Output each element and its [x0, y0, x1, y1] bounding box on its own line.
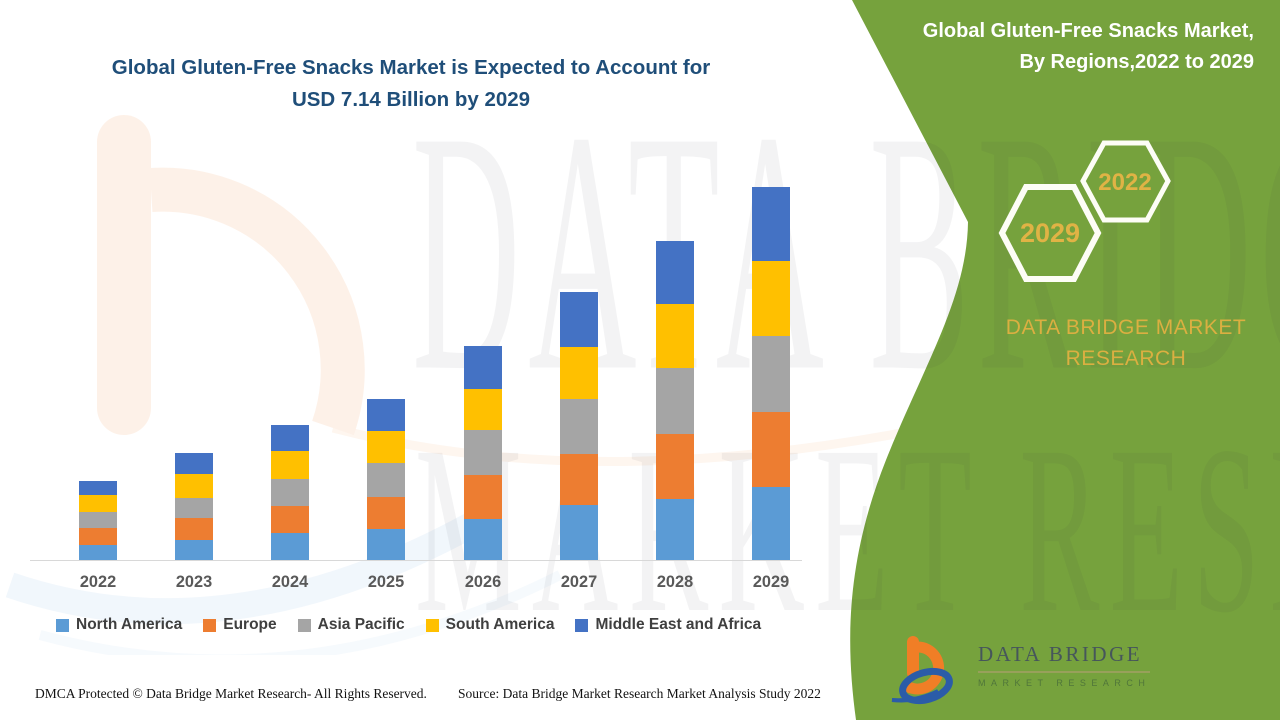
bar-segment-asia-pacific [367, 463, 405, 497]
legend-item-north-america: North America [56, 616, 182, 634]
bar-segment-north-america [752, 487, 790, 560]
x-axis-line [30, 560, 802, 561]
legend-label: Europe [223, 616, 277, 633]
stacked-bar-2027 [560, 292, 598, 560]
bar-segment-europe [752, 412, 790, 487]
bar-segment-north-america [367, 529, 405, 560]
brand-subtitle: MARKET RESEARCH [978, 678, 1151, 688]
bar-segment-middle-east-and-africa [752, 187, 790, 261]
bar-segment-middle-east-and-africa [175, 453, 213, 474]
x-tick-2023: 2023 [175, 572, 213, 591]
stacked-bar-2026 [464, 346, 502, 560]
bar-segment-middle-east-and-africa [656, 241, 694, 304]
legend-label: Middle East and Africa [595, 616, 762, 633]
brand-logo: DATA BRIDGE MARKET RESEARCH [890, 634, 1151, 706]
x-tick-2025: 2025 [367, 572, 405, 591]
plot-area [55, 180, 800, 560]
brand-text-block: DATA BRIDGE MARKET RESEARCH [978, 642, 1151, 688]
x-tick-2028: 2028 [656, 572, 694, 591]
legend-label: South America [445, 616, 555, 633]
bar-segment-south-america [464, 389, 502, 430]
x-tick-2022: 2022 [79, 572, 117, 591]
stacked-bar-2024 [271, 425, 309, 560]
bar-segment-south-america [271, 451, 309, 479]
bar-segment-south-america [752, 261, 790, 336]
bar-segment-asia-pacific [271, 479, 309, 506]
bar-segment-asia-pacific [656, 368, 694, 434]
page-title-line1: Global Gluten-Free Snacks Market is Expe… [111, 56, 711, 79]
bar-segment-europe [560, 454, 598, 505]
bar-segment-europe [175, 518, 213, 540]
bar-segment-middle-east-and-africa [560, 292, 598, 347]
legend-swatch [203, 618, 217, 632]
bar-segment-north-america [175, 540, 213, 560]
bar-segment-asia-pacific [464, 430, 502, 475]
source-note: Source: Data Bridge Market Research Mark… [458, 686, 821, 701]
page-title-line2: USD 7.14 Billion by 2029 [291, 88, 531, 111]
x-tick-2027: 2027 [560, 572, 598, 591]
bar-segment-asia-pacific [752, 336, 790, 412]
legend-label: North America [76, 616, 183, 633]
legend-swatch [56, 618, 69, 632]
legend-item-europe: Europe [203, 616, 277, 634]
bar-segment-middle-east-and-africa [367, 399, 405, 431]
legend-item-south-america: South America [425, 616, 555, 634]
bar-segment-asia-pacific [175, 498, 213, 518]
bar-segment-middle-east-and-africa [79, 481, 117, 495]
stacked-bar-2029 [752, 187, 790, 560]
bar-segment-europe [464, 475, 502, 519]
x-tick-2024: 2024 [271, 572, 309, 591]
stacked-bar-2025 [367, 399, 405, 560]
bar-segment-europe [656, 434, 694, 499]
bar-segment-south-america [79, 495, 117, 512]
legend-item-middle-east-and-africa: Middle East and Africa [575, 616, 761, 634]
bar-segment-asia-pacific [560, 399, 598, 454]
bar-segment-north-america [271, 533, 309, 560]
bar-segment-south-america [560, 347, 598, 399]
bar-segment-north-america [79, 545, 117, 560]
x-tick-2026: 2026 [464, 572, 502, 591]
stacked-bar-2023 [175, 453, 213, 560]
x-tick-2029: 2029 [752, 572, 790, 591]
legend: North America Europe Asia Pacific South Ame… [56, 616, 761, 634]
stacked-bar-2028 [656, 241, 694, 560]
x-axis-tick-labels: 2022 2023 2024 2025 2026 2027 2028 2029 [0, 572, 820, 596]
bar-segment-south-america [656, 304, 694, 368]
bar-segment-middle-east-and-africa [464, 346, 502, 389]
bar-segment-asia-pacific [79, 512, 117, 528]
legend-label: Asia Pacific [317, 616, 405, 633]
dmca-notice: DMCA Protected © Data Bridge Market Rese… [35, 686, 427, 701]
bar-segment-north-america [560, 505, 598, 560]
data-bridge-logo-icon [891, 636, 953, 705]
bar-segment-south-america [367, 431, 405, 463]
bar-segment-north-america [464, 519, 502, 560]
bar-segment-south-america [175, 474, 213, 498]
legend-item-asia-pacific: Asia Pacific [297, 616, 405, 634]
legend-swatch [425, 618, 439, 632]
bar-segment-europe [79, 528, 117, 545]
brand-name: DATA BRIDGE [978, 642, 1151, 673]
page-title: Global Gluten-Free Snacks Market is Expe… [55, 52, 767, 116]
bar-segment-europe [367, 497, 405, 529]
stacked-bar-2022 [79, 481, 117, 560]
bar-segment-europe [271, 506, 309, 533]
legend-swatch [297, 618, 311, 632]
legend-swatch [575, 618, 589, 632]
bar-segment-middle-east-and-africa [271, 425, 309, 451]
bar-segment-north-america [656, 499, 694, 560]
